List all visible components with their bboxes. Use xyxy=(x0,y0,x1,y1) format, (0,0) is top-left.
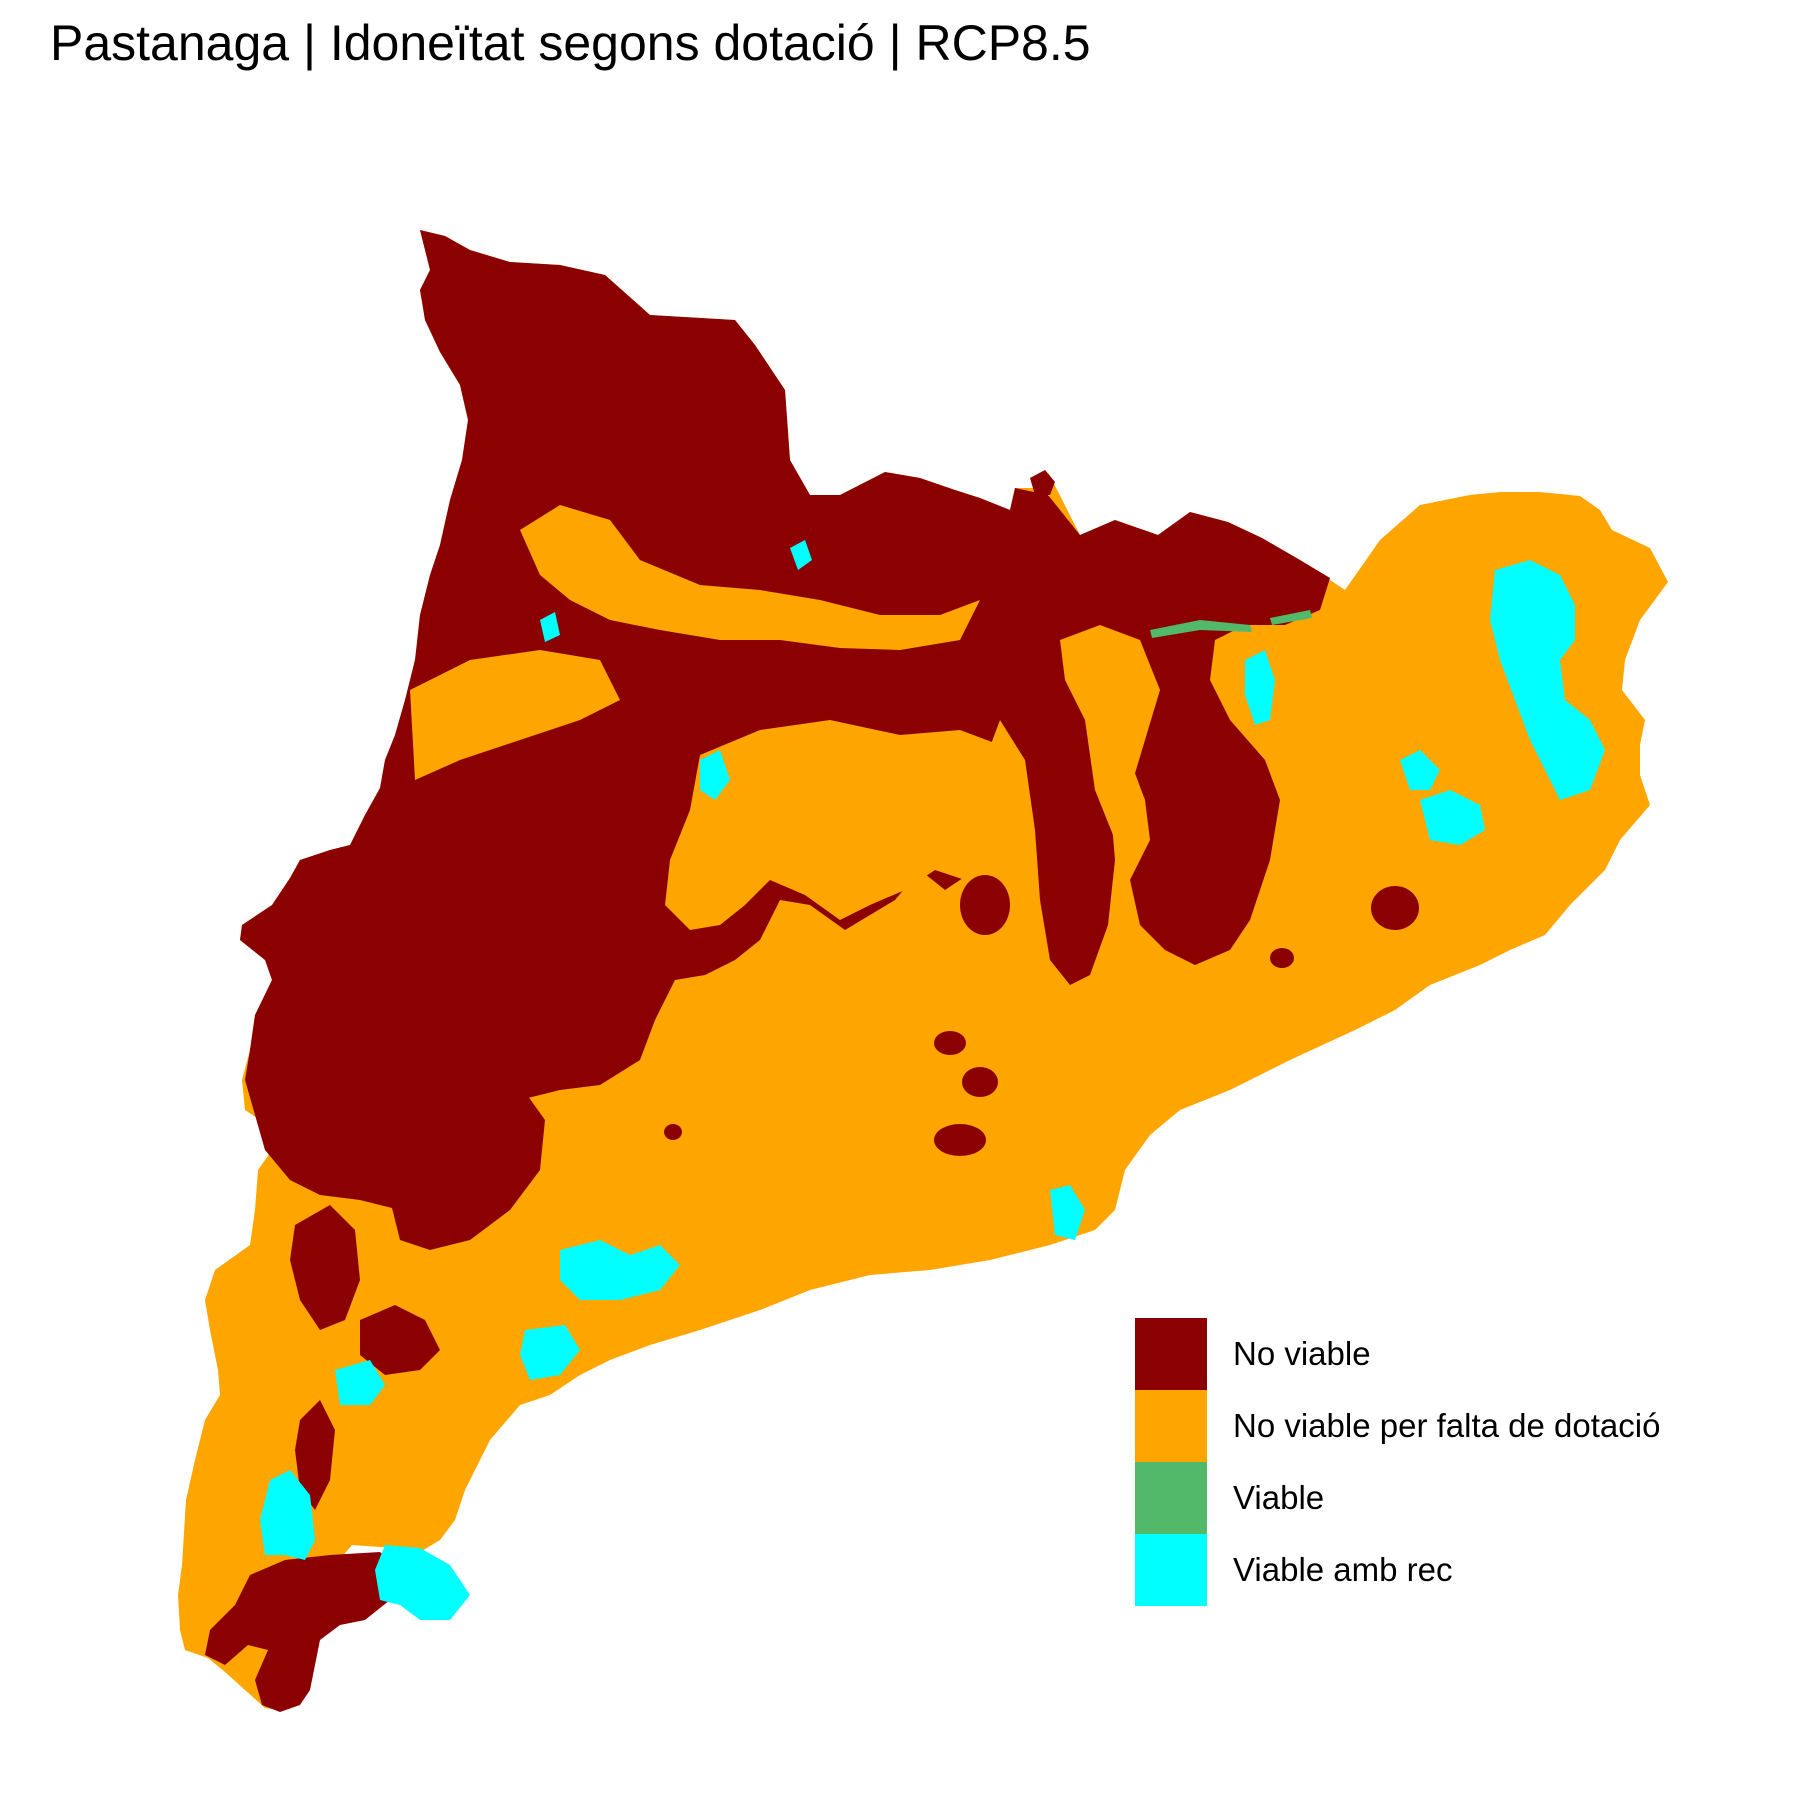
legend-label-no-viable-dotacio: No viable per falta de dotació xyxy=(1233,1407,1661,1444)
legend: No viable No viable per falta de dotació… xyxy=(1135,1318,1660,1606)
legend-item-viable: Viable xyxy=(1135,1462,1660,1534)
region-no-viable-dotacio-pyrenees xyxy=(520,505,980,650)
legend-label-no-viable: No viable xyxy=(1233,1335,1371,1372)
region-no-viable-dotacio-central xyxy=(665,720,1005,930)
region-no-viable-dotacio-valley xyxy=(1060,625,1160,840)
region-no-viable-blob-b xyxy=(962,1067,998,1097)
region-viable-rec-tarragona xyxy=(560,1240,680,1300)
map-title: Pastanaga | Idoneïtat segons dotació | R… xyxy=(50,15,1091,71)
region-no-viable-north xyxy=(240,230,1330,1210)
region-viable-rec-camp xyxy=(520,1325,580,1380)
region-viable-rec-delta xyxy=(375,1545,470,1620)
region-no-viable-montsia xyxy=(205,1552,400,1712)
region-no-viable-blob-a xyxy=(934,1031,966,1055)
legend-swatch-viable-rec xyxy=(1135,1534,1207,1606)
legend-item-no-viable-dotacio: No viable per falta de dotació xyxy=(1135,1390,1660,1462)
region-viable-rec-segre xyxy=(700,750,730,800)
region-viable-rec-selva xyxy=(1400,750,1440,790)
region-viable-rec-girona xyxy=(1420,790,1485,845)
region-viable-rec-ebre-upper xyxy=(335,1360,385,1405)
region-no-viable-blob-c xyxy=(934,1124,986,1156)
region-no-viable-montseny xyxy=(1371,886,1419,930)
region-no-viable-ebre-corridor xyxy=(295,1400,335,1510)
legend-label-viable: Viable xyxy=(1233,1479,1325,1516)
region-no-viable-montserrat xyxy=(960,875,1010,935)
region-no-viable-blob-east xyxy=(1270,948,1294,968)
region-viable-rec-delta-west xyxy=(260,1470,315,1560)
region-viable-rec-emporda xyxy=(1490,560,1605,800)
legend-item-viable-rec: Viable amb rec xyxy=(1135,1534,1660,1606)
legend-swatch-viable xyxy=(1135,1462,1207,1534)
region-no-viable-ports xyxy=(290,1205,360,1330)
legend-label-viable-rec: Viable amb rec xyxy=(1233,1551,1453,1588)
region-viable-rec-pallars xyxy=(540,612,560,642)
region-no-viable-islet xyxy=(1030,470,1055,495)
region-viable-strip-b xyxy=(1270,610,1312,625)
region-viable-rec-cerdanya xyxy=(790,540,812,570)
legend-swatch-no-viable-dotacio xyxy=(1135,1390,1207,1462)
legend-item-no-viable: No viable xyxy=(1135,1318,1660,1390)
region-no-viable-ebre-hills xyxy=(360,1305,440,1375)
region-no-viable-dotacio-west xyxy=(410,650,620,780)
region-no-viable-blob-d xyxy=(664,1124,682,1140)
region-viable-rec-lake xyxy=(1245,650,1275,725)
region-viable-rec-llobregat xyxy=(1050,1185,1085,1240)
region-no-viable-south xyxy=(390,1085,545,1250)
region-viable-strip-a xyxy=(1150,620,1252,638)
legend-swatch-no-viable xyxy=(1135,1318,1207,1390)
